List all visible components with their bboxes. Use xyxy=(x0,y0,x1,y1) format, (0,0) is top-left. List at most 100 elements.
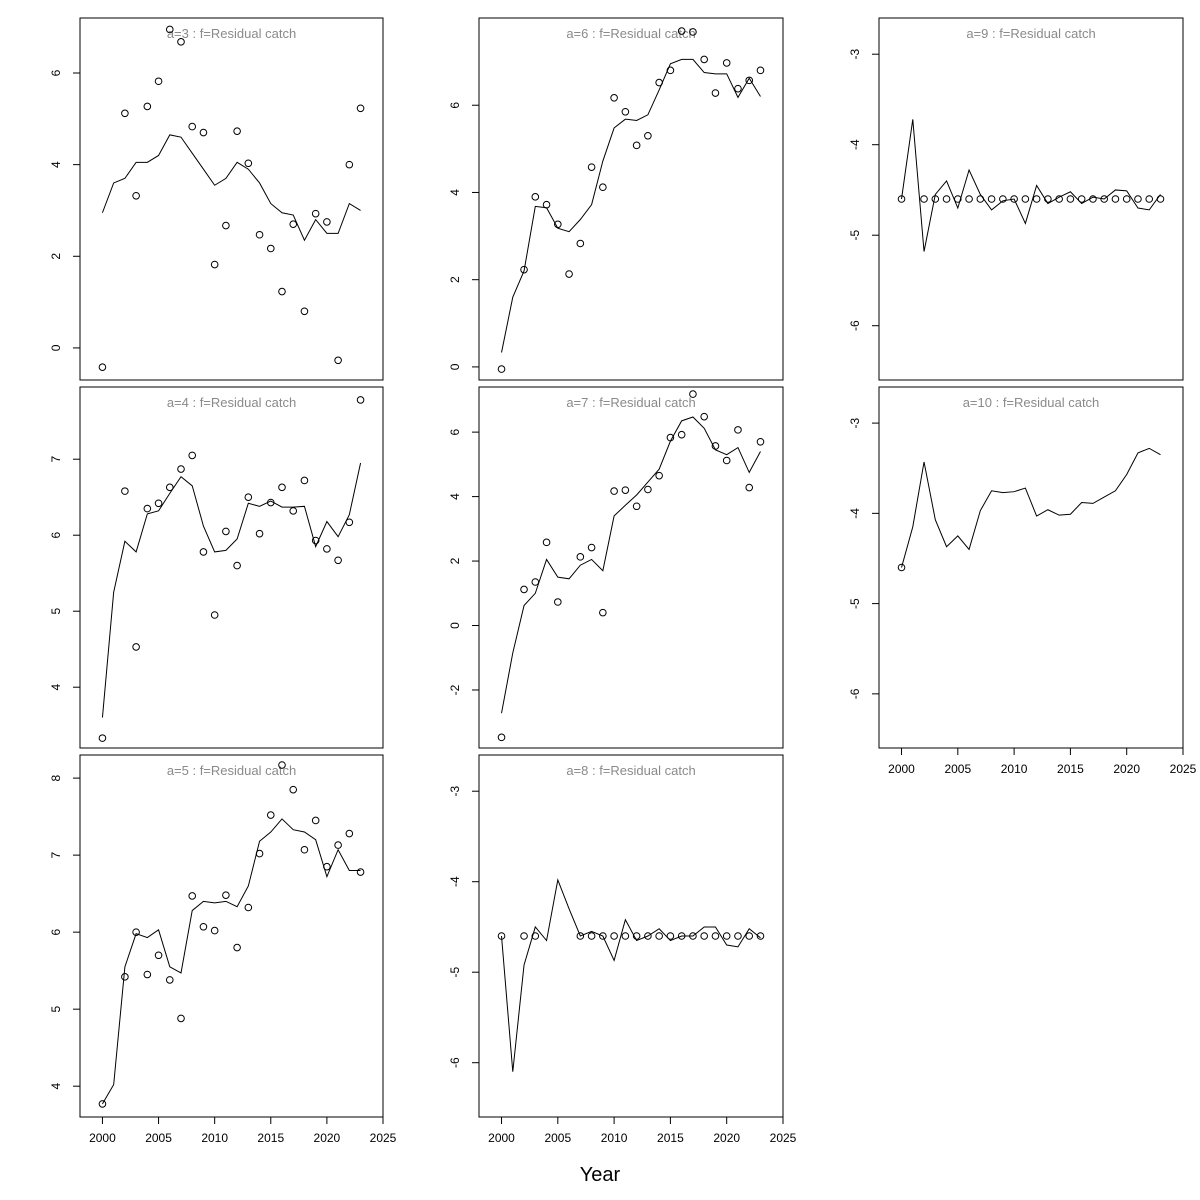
observed-point xyxy=(520,265,528,274)
panel-frame xyxy=(79,386,384,749)
observed-point xyxy=(1145,195,1154,203)
observed-point xyxy=(756,437,765,446)
observed-point xyxy=(621,932,630,940)
observed-point xyxy=(756,932,765,940)
observed-point xyxy=(1066,195,1075,203)
observed-point xyxy=(954,195,962,203)
observed-point xyxy=(655,471,663,480)
observed-point xyxy=(188,892,197,900)
panel-1: a=3 : f=Residual catch 0 2 4 6 xyxy=(49,17,384,381)
x-tick-label: 2000 xyxy=(488,1131,515,1145)
panel-2: a=4 : f=Residual catch 4 5 6 7 xyxy=(49,386,384,749)
observed-point xyxy=(334,356,342,365)
panel-frame xyxy=(478,386,784,749)
observed-point xyxy=(722,59,731,67)
observed-point xyxy=(587,543,596,552)
panel-frame xyxy=(878,386,1184,749)
observed-point xyxy=(311,536,320,545)
observed-point xyxy=(520,932,528,940)
y-tick-label: 2 xyxy=(448,276,462,283)
panel-frame xyxy=(478,17,784,381)
x-tick-label: 2010 xyxy=(201,1131,228,1145)
observed-point xyxy=(610,487,618,495)
observed-point xyxy=(711,442,720,450)
observed-point xyxy=(942,195,951,203)
x-tick-label: 2005 xyxy=(145,1131,172,1145)
observed-point xyxy=(98,1100,107,1108)
panel-6: a=8 : f=Residual catch -6 -5 -4 -3 2000 2005 20… xyxy=(448,754,797,1145)
observed-point xyxy=(289,785,298,794)
y-tick-label: -3 xyxy=(848,417,862,428)
observed-point xyxy=(531,193,540,201)
observed-point xyxy=(1134,195,1142,203)
observed-point xyxy=(300,307,309,316)
observed-point xyxy=(554,220,562,229)
y-tick-label: 4 xyxy=(49,1083,63,1090)
y-tick-label: -5 xyxy=(448,967,462,978)
x-tick-label: 2000 xyxy=(89,1131,116,1145)
panel-8: a=10 : f=Residual catch -6 -5 -4 -3 2000 2005 2… xyxy=(848,386,1197,776)
observed-point xyxy=(132,643,140,651)
observed-point xyxy=(132,191,140,200)
x-tick-label: 2025 xyxy=(1170,762,1197,776)
observed-point xyxy=(210,611,219,619)
observed-point xyxy=(599,932,607,940)
x-tick-label: 2025 xyxy=(770,1131,797,1145)
observed-point xyxy=(132,928,140,936)
observed-point xyxy=(222,527,230,536)
y-tick-label: -2 xyxy=(448,684,462,695)
observed-point xyxy=(745,483,754,492)
observed-point xyxy=(587,163,596,171)
observed-point xyxy=(143,504,152,513)
y-tick-label: 4 xyxy=(448,189,462,196)
observed-point xyxy=(599,183,607,192)
y-tick-label: 6 xyxy=(448,428,462,435)
y-tick-label: -6 xyxy=(448,1057,462,1068)
observed-point xyxy=(345,829,354,838)
panel-4: a=6 : f=Residual catch 0 2 4 6 xyxy=(448,17,784,381)
observed-point xyxy=(154,499,163,508)
y-tick-label: -4 xyxy=(848,139,862,150)
observed-point xyxy=(711,932,720,940)
panel-title: a=4 : f=Residual catch xyxy=(167,395,296,410)
observed-point xyxy=(323,545,331,553)
observed-point xyxy=(644,485,652,494)
observed-point xyxy=(666,932,675,940)
observed-point xyxy=(722,456,731,465)
y-tick-label: 6 xyxy=(49,928,63,935)
observed-point xyxy=(554,598,562,606)
observed-point xyxy=(278,761,286,769)
observed-point xyxy=(311,209,320,218)
observed-point xyxy=(188,451,197,460)
panel-frame xyxy=(79,754,384,1118)
observed-point xyxy=(266,498,275,507)
y-tick-label: 4 xyxy=(49,684,63,691)
y-tick-label: -3 xyxy=(848,49,862,60)
observed-point xyxy=(745,932,754,940)
panel-title: a=8 : f=Residual catch xyxy=(566,763,695,778)
observed-point xyxy=(734,426,742,434)
observed-point xyxy=(632,141,641,150)
observed-point xyxy=(621,107,630,116)
observed-point xyxy=(1044,195,1052,203)
observed-point xyxy=(1111,195,1120,203)
y-tick-label: 0 xyxy=(448,622,462,629)
observed-point xyxy=(576,239,585,248)
observed-point xyxy=(542,538,551,547)
observed-point xyxy=(531,578,540,586)
observed-point xyxy=(734,932,742,940)
observed-point xyxy=(345,518,354,527)
observed-point xyxy=(210,926,219,935)
observed-point xyxy=(210,260,219,269)
x-tick-label: 2020 xyxy=(713,1131,740,1145)
observed-point xyxy=(644,131,652,140)
observed-point xyxy=(121,973,129,981)
fitted-line xyxy=(501,416,761,714)
observed-point xyxy=(356,868,365,876)
observed-point xyxy=(576,553,585,561)
panel-title: a=6 : f=Residual catch xyxy=(566,26,695,41)
fitted-line xyxy=(501,878,761,1072)
observed-point xyxy=(666,433,675,442)
fitted-line xyxy=(101,134,361,242)
